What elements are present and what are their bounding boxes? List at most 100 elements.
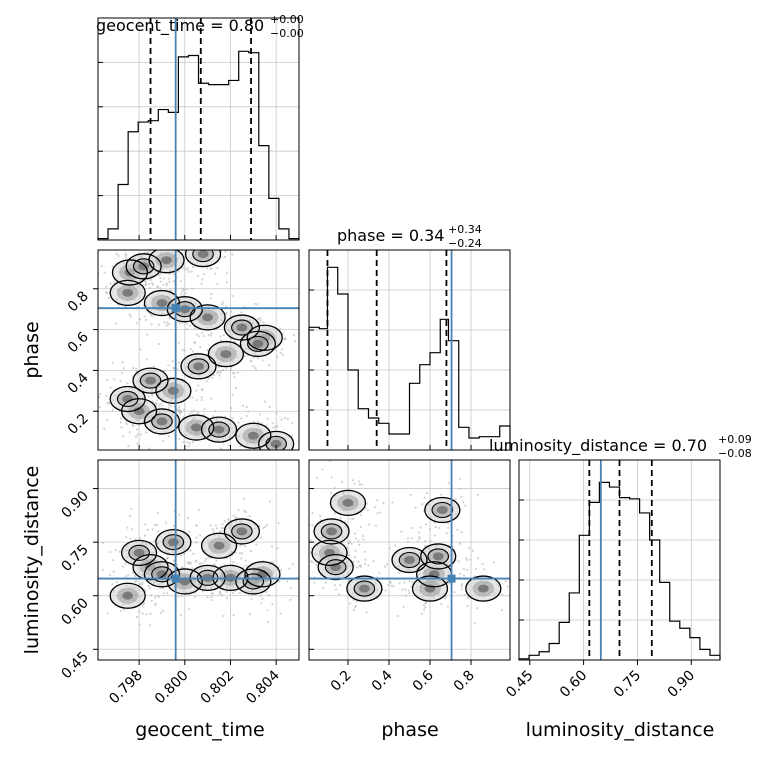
title-luminosity-distance-minus: −0.08 xyxy=(718,447,752,460)
scatter-point-geocent_time_vs_luminosity_distance xyxy=(231,591,235,595)
scatter-point-phase_vs_luminosity_distance xyxy=(481,563,484,566)
scatter-point-geocent_time_vs_phase xyxy=(230,406,233,410)
scatter-point-geocent_time_vs_luminosity_distance xyxy=(111,559,115,562)
scatter-point-geocent_time_vs_phase xyxy=(247,410,250,413)
scatter-point-phase_vs_luminosity_distance xyxy=(372,560,375,563)
histogram-layer xyxy=(97,18,721,660)
scatter-point-geocent_time_vs_phase xyxy=(149,286,152,290)
scatter-point-phase_vs_luminosity_distance xyxy=(433,534,436,537)
scatter-point-phase_vs_luminosity_distance xyxy=(343,520,347,523)
scatter-point-phase_vs_luminosity_distance xyxy=(407,589,410,592)
scatter-point-phase_vs_luminosity_distance xyxy=(458,560,461,563)
scatter-point-geocent_time_vs_luminosity_distance xyxy=(135,579,138,582)
scatter-point-geocent_time_vs_luminosity_distance xyxy=(162,609,165,612)
scatter-point-geocent_time_vs_phase xyxy=(207,377,210,380)
scatter-point-phase_vs_luminosity_distance xyxy=(359,525,362,529)
scatter-point-phase_vs_luminosity_distance xyxy=(462,568,466,571)
scatter-point-geocent_time_vs_phase xyxy=(224,250,227,253)
scatter-point-geocent_time_vs_phase xyxy=(141,451,143,453)
scatter-point-phase_vs_luminosity_distance xyxy=(376,512,379,515)
scatter-point-phase_vs_luminosity_distance xyxy=(338,593,341,596)
scatter-point-geocent_time_vs_phase xyxy=(167,364,170,367)
scatter-point-phase_vs_luminosity_distance xyxy=(355,566,358,569)
scatter-point-geocent_time_vs_luminosity_distance xyxy=(234,516,237,519)
scatter-point-geocent_time_vs_phase xyxy=(202,334,205,338)
contour-outer-geocent_time_vs_phase xyxy=(166,296,203,323)
scatter-point-geocent_time_vs_phase xyxy=(151,282,154,285)
scatter-point-geocent_time_vs_luminosity_distance xyxy=(232,561,235,564)
scatter-point-geocent_time_vs_phase xyxy=(161,401,164,404)
scatter-point-geocent_time_vs_luminosity_distance xyxy=(242,566,245,569)
scatter-point-phase_vs_luminosity_distance xyxy=(396,614,400,618)
density-blob-core-geocent_time_vs_luminosity_distance xyxy=(257,570,268,579)
contour-inner-geocent_time_vs_phase xyxy=(187,358,210,375)
scatter-point-phase_vs_luminosity_distance xyxy=(360,483,363,486)
contour-outer-geocent_time_vs_luminosity_distance xyxy=(143,561,181,588)
scatter-point-geocent_time_vs_luminosity_distance xyxy=(115,581,119,584)
scatter-point-geocent_time_vs_phase xyxy=(158,404,161,408)
scatter-point-phase_vs_luminosity_distance xyxy=(373,506,377,509)
contour-outer-geocent_time_vs_luminosity_distance xyxy=(244,561,281,588)
scatter-point-geocent_time_vs_luminosity_distance xyxy=(101,541,104,544)
scatter-point-geocent_time_vs_phase xyxy=(276,355,279,358)
scatter-point-geocent_time_vs_phase xyxy=(191,396,194,399)
scatter-point-phase_vs_luminosity_distance xyxy=(334,588,338,591)
scatter-point-geocent_time_vs_luminosity_distance xyxy=(142,602,146,605)
scatter-point-geocent_time_vs_phase xyxy=(240,311,243,314)
scatter-point-geocent_time_vs_phase xyxy=(180,411,183,414)
scatter-point-geocent_time_vs_luminosity_distance xyxy=(244,545,247,548)
scatter-point-geocent_time_vs_luminosity_distance xyxy=(156,523,159,526)
scatter-point-geocent_time_vs_phase xyxy=(149,278,153,282)
scatter-point-phase_vs_luminosity_distance xyxy=(406,540,409,544)
contour-outer-geocent_time_vs_phase xyxy=(132,367,169,394)
scatter-point-geocent_time_vs_luminosity_distance xyxy=(259,594,262,597)
scatter-point-geocent_time_vs_phase xyxy=(214,410,217,413)
scatter-point-phase_vs_luminosity_distance xyxy=(352,609,356,612)
scatter-point-geocent_time_vs_luminosity_distance xyxy=(211,592,214,595)
scatter-point-phase_vs_luminosity_distance xyxy=(288,549,290,551)
density-blob-core-geocent_time_vs_luminosity_distance xyxy=(236,527,248,536)
scatter-point-geocent_time_vs_phase xyxy=(125,423,129,426)
scatter-point-geocent_time_vs_luminosity_distance xyxy=(154,523,157,527)
scatter-point-geocent_time_vs_phase xyxy=(106,401,109,405)
scatter-point-geocent_time_vs_phase xyxy=(210,293,213,296)
scatter-point-geocent_time_vs_phase xyxy=(156,285,159,288)
scatter-point-geocent_time_vs_phase xyxy=(190,240,192,242)
scatter-point-geocent_time_vs_phase xyxy=(144,280,147,283)
scatter-point-phase_vs_luminosity_distance xyxy=(418,531,421,534)
xtick-label-geocent_time-2: 0.802 xyxy=(198,668,238,708)
scatter-point-geocent_time_vs_phase xyxy=(85,287,87,289)
scatter-point-phase_vs_luminosity_distance xyxy=(376,499,379,502)
scatter-point-geocent_time_vs_luminosity_distance xyxy=(138,537,141,540)
scatter-point-geocent_time_vs_luminosity_distance xyxy=(237,508,240,512)
scatter-point-geocent_time_vs_phase xyxy=(266,417,269,420)
scatter-point-geocent_time_vs_phase xyxy=(201,331,204,334)
contour-inner-geocent_time_vs_luminosity_distance xyxy=(128,544,150,561)
contour-outer-phase_vs_luminosity_distance xyxy=(329,489,367,517)
scatter-point-geocent_time_vs_luminosity_distance xyxy=(278,580,281,583)
contour-inner-phase_vs_luminosity_distance xyxy=(427,548,450,565)
scatter-point-phase_vs_luminosity_distance xyxy=(424,523,428,526)
scatter-point-geocent_time_vs_phase xyxy=(157,273,160,277)
scatter-point-phase_vs_luminosity_distance xyxy=(520,590,522,592)
scatter-point-geocent_time_vs_phase xyxy=(177,361,181,364)
scatter-point-phase_vs_luminosity_distance xyxy=(364,558,367,561)
scatter-point-phase_vs_luminosity_distance xyxy=(416,540,419,543)
scatter-point-phase_vs_luminosity_distance xyxy=(352,598,355,602)
density-blob-core-geocent_time_vs_phase xyxy=(236,323,248,332)
scatter-point-phase_vs_luminosity_distance xyxy=(492,561,496,564)
scatter-point-geocent_time_vs_phase xyxy=(182,294,186,297)
scatter-point-phase_vs_luminosity_distance xyxy=(365,611,368,614)
scatter-point-geocent_time_vs_phase xyxy=(281,353,284,356)
scatter-point-geocent_time_vs_phase xyxy=(138,318,142,321)
scatter-point-phase_vs_luminosity_distance xyxy=(387,583,390,587)
scatter-point-phase_vs_luminosity_distance xyxy=(300,483,302,485)
scatter-point-phase_vs_luminosity_distance xyxy=(354,537,357,540)
contour-outer-geocent_time_vs_phase xyxy=(258,430,295,450)
scatter-point-phase_vs_luminosity_distance xyxy=(405,594,408,597)
scatter-point-geocent_time_vs_luminosity_distance xyxy=(277,522,280,525)
scatter-point-geocent_time_vs_phase xyxy=(94,298,96,300)
contour-outer-geocent_time_vs_phase xyxy=(143,289,181,317)
scatter-point-geocent_time_vs_phase xyxy=(129,315,132,318)
scatter-point-phase_vs_luminosity_distance xyxy=(378,571,381,574)
